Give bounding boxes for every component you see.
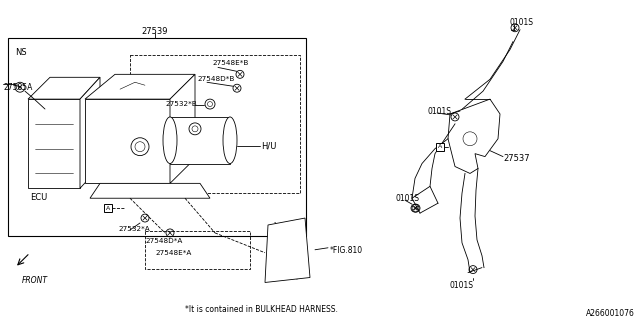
Text: 27532*B: 27532*B xyxy=(165,101,196,107)
Text: *It is contained in BULKHEAD HARNESS.: *It is contained in BULKHEAD HARNESS. xyxy=(185,305,338,314)
Polygon shape xyxy=(170,74,195,183)
Text: 27585A: 27585A xyxy=(3,83,33,92)
Text: A: A xyxy=(438,144,442,149)
Bar xyxy=(8,38,306,236)
Polygon shape xyxy=(80,77,100,188)
Text: A266001076: A266001076 xyxy=(586,309,635,318)
Text: H/U: H/U xyxy=(261,142,276,151)
Text: FRONT: FRONT xyxy=(22,276,48,284)
Ellipse shape xyxy=(163,117,177,164)
Bar xyxy=(436,143,444,151)
Text: 0101S: 0101S xyxy=(510,18,534,27)
Bar xyxy=(104,204,112,212)
Text: 27548D*B: 27548D*B xyxy=(197,76,234,82)
Text: *FIG.810: *FIG.810 xyxy=(330,246,363,255)
Polygon shape xyxy=(28,77,100,99)
Polygon shape xyxy=(85,99,170,183)
Bar xyxy=(145,231,250,268)
Text: 27548D*A: 27548D*A xyxy=(145,238,182,244)
Text: 27548E*A: 27548E*A xyxy=(155,250,191,256)
Text: ECU: ECU xyxy=(30,193,47,202)
Circle shape xyxy=(205,99,215,109)
Text: NS: NS xyxy=(15,48,27,57)
Text: A: A xyxy=(106,206,110,211)
Text: 0101S: 0101S xyxy=(395,194,419,203)
Bar xyxy=(130,54,300,193)
Text: 0101S: 0101S xyxy=(427,107,451,116)
Polygon shape xyxy=(448,99,500,173)
Text: 0101S: 0101S xyxy=(450,282,474,291)
Text: 27548E*B: 27548E*B xyxy=(212,60,248,67)
Polygon shape xyxy=(170,117,230,164)
Text: 27537: 27537 xyxy=(503,154,530,163)
Ellipse shape xyxy=(223,117,237,164)
Polygon shape xyxy=(28,99,80,188)
Polygon shape xyxy=(90,183,210,198)
Polygon shape xyxy=(85,74,195,99)
Polygon shape xyxy=(265,218,310,283)
Text: 27539: 27539 xyxy=(141,27,168,36)
Circle shape xyxy=(189,123,201,135)
Text: 27532*A: 27532*A xyxy=(118,226,150,232)
